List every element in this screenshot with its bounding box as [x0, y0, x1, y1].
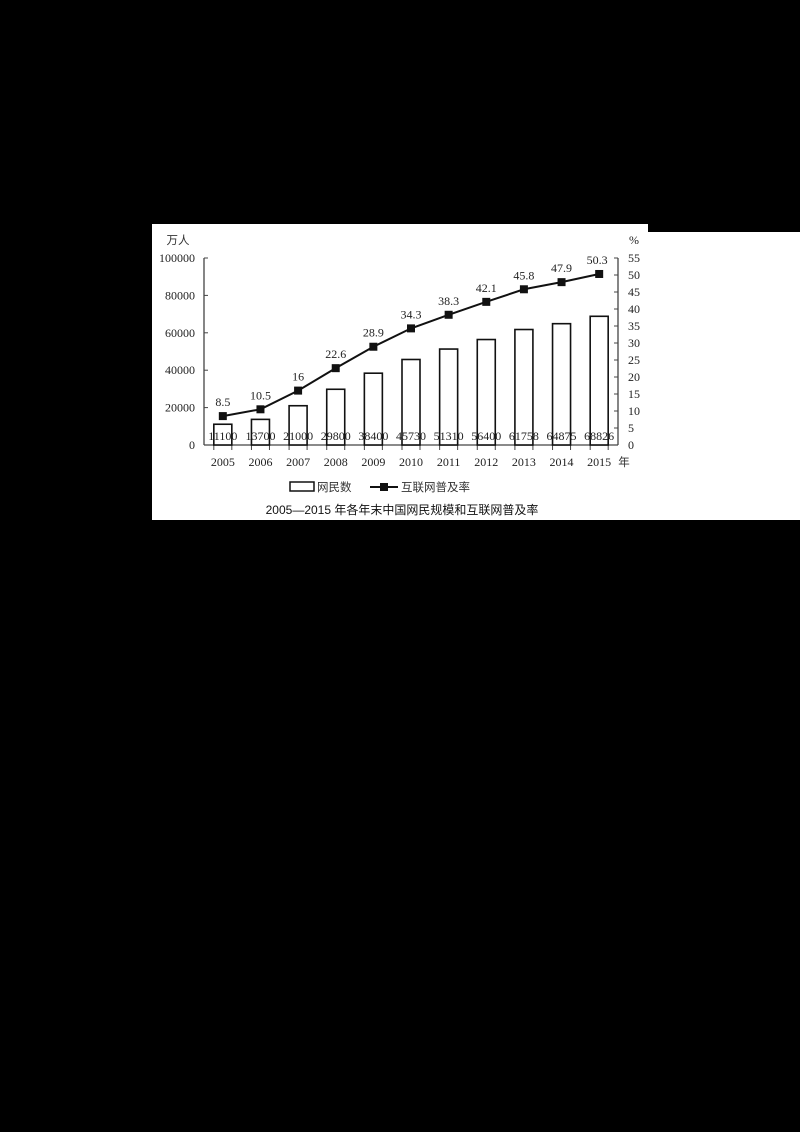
line-value-label: 38.3 — [438, 294, 459, 308]
line-marker — [557, 278, 566, 287]
chart-panel-extension — [648, 232, 800, 520]
bar — [438, 348, 459, 446]
bar-value-label: 29800 — [321, 429, 351, 443]
line-value-label: 34.3 — [401, 307, 422, 321]
x-axis-tick-label: 2013 — [512, 455, 536, 469]
left-axis-tick-label: 100000 — [159, 251, 195, 265]
bar — [476, 338, 497, 446]
line-marker — [331, 364, 340, 373]
line-value-label: 16 — [292, 370, 304, 384]
x-axis-tick-label: 2005 — [211, 455, 235, 469]
line-marker — [444, 310, 453, 319]
right-axis-unit: % — [629, 233, 639, 247]
bar-value-label: 61758 — [509, 429, 539, 443]
x-axis-tick-label: 2009 — [361, 455, 385, 469]
bar — [551, 322, 572, 446]
x-axis-tick-label: 2007 — [286, 455, 310, 469]
bar — [514, 328, 534, 446]
line-value-label: 47.9 — [551, 261, 572, 275]
line-value-label: 10.5 — [250, 388, 271, 402]
x-axis-tick-label: 2006 — [248, 455, 272, 469]
bar — [250, 418, 271, 446]
x-axis-tick-label: 2015 — [587, 455, 611, 469]
legend: 网民数 互联网普及率 — [289, 480, 470, 494]
x-axis-tick-label: 2008 — [324, 455, 348, 469]
bar — [325, 388, 346, 446]
left-axis-tick-label: 20000 — [165, 401, 195, 415]
line-marker — [218, 412, 227, 421]
right-axis-tick-label: 5 — [628, 421, 634, 435]
right-axis-tick-label: 20 — [628, 370, 640, 384]
right-axis-tick-label: 10 — [628, 404, 640, 418]
bar — [213, 423, 233, 446]
line-value-label: 8.5 — [215, 395, 230, 409]
left-axis-tick-label: 0 — [189, 438, 195, 452]
bar-value-label: 56400 — [471, 429, 501, 443]
bar — [288, 404, 308, 446]
line-marker — [256, 405, 265, 414]
line-marker — [482, 297, 491, 306]
line-marker — [519, 285, 528, 294]
line-marker — [595, 269, 604, 278]
line-marker — [407, 324, 415, 333]
bar-value-label: 64875 — [547, 429, 577, 443]
line-marker — [369, 342, 378, 351]
line-value-label: 22.6 — [325, 347, 346, 361]
x-axis-tick-label: 2014 — [550, 455, 574, 469]
right-axis-tick-label: 15 — [628, 387, 640, 401]
line-value-label: 45.8 — [513, 268, 534, 282]
legend-label-netizens: 网民数 — [317, 480, 352, 494]
right-axis-tick-label: 0 — [628, 438, 634, 452]
right-axis-tick-label: 25 — [628, 353, 640, 367]
left-axis-tick-label: 40000 — [165, 363, 195, 377]
x-axis-tick-label: 2010 — [399, 455, 423, 469]
bar-value-label: 11100 — [208, 429, 237, 443]
bar — [589, 315, 609, 446]
x-axis-unit: 年 — [618, 455, 630, 469]
line-series-penetration — [218, 269, 604, 421]
line-marker — [294, 386, 303, 395]
bar-value-label: 51310 — [434, 429, 464, 443]
legend-bar-swatch — [289, 481, 315, 492]
left-axis-tick-label: 80000 — [165, 288, 195, 302]
right-axis-tick-label: 30 — [628, 336, 640, 350]
bar-value-label: 21000 — [283, 429, 313, 443]
axes: 0 20000 40000 60000 80000 100000 万人 0 5 10 15 20 25 3… — [159, 233, 640, 469]
line-value-label: 28.9 — [363, 326, 384, 340]
bar-value-label: 38400 — [358, 429, 388, 443]
line-value-label: 42.1 — [476, 281, 497, 295]
bar-value-label: 45730 — [396, 429, 426, 443]
right-axis-tick-label: 40 — [628, 302, 640, 316]
x-axis-tick-label: 2011 — [437, 455, 461, 469]
chart-title: 2005—2015 年各年末中国网民规模和互联网普及率 — [266, 502, 539, 517]
data-labels: 11100 13700 21000 29800 38400 45730 51310 56400… — [208, 253, 614, 443]
bar-series-netizens — [213, 315, 609, 446]
right-axis-tick-label: 50 — [628, 268, 640, 282]
legend-line-marker — [380, 483, 388, 491]
bar-value-label: 13700 — [245, 429, 275, 443]
line-value-label: 50.3 — [587, 253, 608, 267]
x-axis-tick-label: 2012 — [474, 455, 498, 469]
right-axis-tick-label: 45 — [628, 285, 640, 299]
left-axis-unit: 万人 — [167, 233, 190, 247]
left-axis-tick-label: 60000 — [165, 326, 195, 340]
right-axis-tick-label: 55 — [628, 251, 640, 265]
bar — [401, 358, 421, 446]
bar-value-label: 68826 — [584, 429, 614, 443]
right-axis-tick-label: 35 — [628, 319, 640, 333]
legend-label-penetration: 互联网普及率 — [401, 480, 470, 494]
bar — [363, 372, 384, 446]
